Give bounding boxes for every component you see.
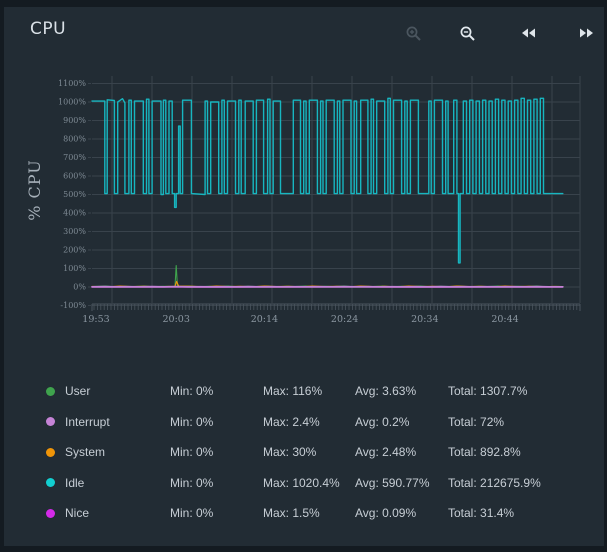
legend-series-name: Interrupt <box>65 414 110 429</box>
x-tick-label: 20:34 <box>411 314 438 325</box>
legend-row-interrupt: Interrupt Min: 0% Max: 2.4% Avg: 0.2% To… <box>46 407 574 438</box>
cpu-chart[interactable]: -100% 0% 100% 200% 300% 400% 500% 600% 700% 800% 9… <box>0 0 607 345</box>
legend-avg: Avg: 0.09% <box>355 506 417 521</box>
x-tick-label: 20:24 <box>331 314 358 325</box>
legend-max: Max: 1020.4% <box>263 475 340 490</box>
legend-series-name: User <box>65 384 91 399</box>
legend-total: Total: 892.8% <box>448 445 521 460</box>
zoom-in-icon <box>405 25 422 42</box>
x-tick-label: 19:53 <box>82 314 109 325</box>
legend-min: Min: 0% <box>170 445 214 460</box>
y-tick-label: 900% <box>63 116 86 125</box>
legend-avg: Avg: 590.77% <box>355 475 430 490</box>
legend-min: Min: 0% <box>170 506 214 521</box>
legend-row-idle: Idle Min: 0% Max: 1020.4% Avg: 590.77% T… <box>46 468 574 499</box>
legend-total: Total: 72% <box>448 414 505 429</box>
y-tick-label: 1000% <box>58 98 86 107</box>
legend-series-name: System <box>65 445 106 460</box>
zoom-in-button[interactable] <box>401 23 425 43</box>
zoom-out-icon <box>459 25 476 42</box>
x-tick-label: 20:03 <box>163 314 190 325</box>
step-forward-icon <box>579 28 594 38</box>
legend-max: Max: 116% <box>263 384 323 399</box>
y-tick-label: 500% <box>63 190 86 199</box>
legend-min: Min: 0% <box>170 384 214 399</box>
y-tick-label: 1100% <box>58 79 86 88</box>
legend-min: Min: 0% <box>170 414 214 429</box>
y-tick-label: 400% <box>63 209 86 218</box>
legend-row-nice: Nice Min: 0% Max: 1.5% Avg: 0.09% Total:… <box>46 498 574 529</box>
page-title: CPU <box>30 19 67 39</box>
y-tick-label: 0% <box>73 283 86 292</box>
idle-series-dot <box>46 478 55 488</box>
legend-series-name: Idle <box>65 475 85 490</box>
legend-max: Max: 1.5% <box>263 506 320 521</box>
y-tick-label: 600% <box>63 172 86 181</box>
y-tick-label: 700% <box>63 153 86 162</box>
legend-total: Total: 1307.7% <box>448 384 528 399</box>
y-tick-label: -100% <box>60 301 86 310</box>
y-tick-label: 300% <box>63 227 86 236</box>
interrupt-series-dot <box>46 417 55 427</box>
legend-min: Min: 0% <box>170 475 214 490</box>
y-axis-label: % CPU <box>25 159 44 221</box>
series-line-idle <box>91 97 564 264</box>
x-tick-label: 20:14 <box>251 314 278 325</box>
user-series-dot <box>46 386 55 396</box>
legend: User Min: 0% Max: 116% Avg: 3.63% Total:… <box>46 376 574 529</box>
y-tick-label: 200% <box>63 246 86 255</box>
nice-series-dot <box>46 508 55 518</box>
y-tick-label: 100% <box>63 264 86 273</box>
legend-total: Total: 212675.9% <box>448 475 541 490</box>
zoom-out-button[interactable] <box>455 23 479 43</box>
legend-avg: Avg: 3.63% <box>355 384 417 399</box>
step-back-button[interactable] <box>516 23 540 43</box>
legend-row-user: User Min: 0% Max: 116% Avg: 3.63% Total:… <box>46 376 574 407</box>
x-tick-label: 20:44 <box>491 314 518 325</box>
step-forward-button[interactable] <box>574 23 598 43</box>
legend-total: Total: 31.4% <box>448 506 515 521</box>
legend-avg: Avg: 2.48% <box>355 445 417 460</box>
legend-avg: Avg: 0.2% <box>355 414 410 429</box>
system-series-dot <box>46 447 55 457</box>
legend-max: Max: 30% <box>263 445 317 460</box>
y-tick-label: 800% <box>63 135 86 144</box>
legend-row-system: System Min: 0% Max: 30% Avg: 2.48% Total… <box>46 437 574 468</box>
chart-panel <box>4 7 604 546</box>
legend-max: Max: 2.4% <box>263 414 320 429</box>
step-back-icon <box>521 28 536 38</box>
legend-series-name: Nice <box>65 506 90 521</box>
